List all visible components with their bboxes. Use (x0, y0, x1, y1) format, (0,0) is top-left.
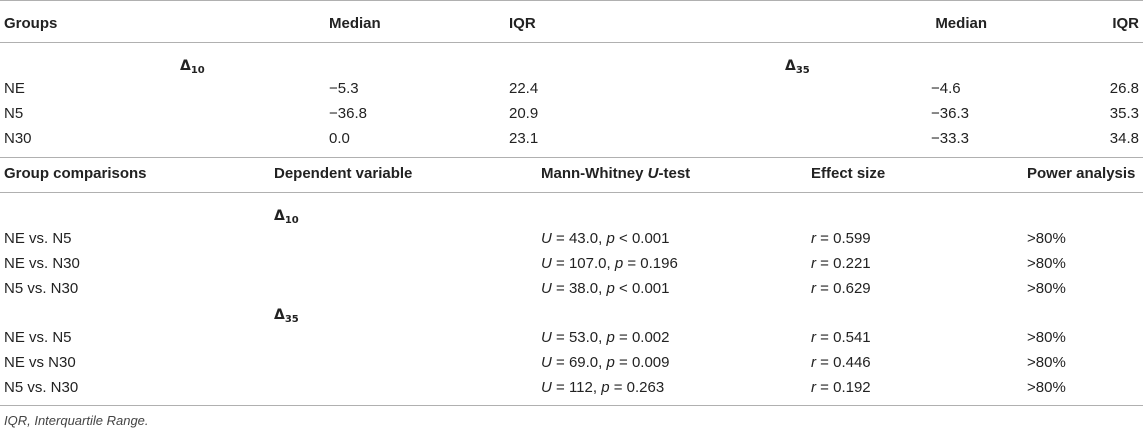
p-value: 0.001 (631, 280, 670, 297)
power-cell: >80% (1027, 230, 1066, 247)
mann-whitney-cell: U = 107.0, p = 0.196 (541, 255, 678, 272)
comparison-cell: NE vs. N30 (4, 255, 80, 272)
delta-symbol: Δ (274, 208, 285, 224)
delta-subscript: 10 (284, 215, 299, 226)
effect-size-cell: r = 0.599 (811, 230, 871, 247)
power-cell: >80% (1027, 329, 1066, 346)
mann-whitney-cell: U = 112, p = 0.263 (541, 379, 665, 396)
group-cell: NE (4, 80, 25, 97)
section-label-delta-35: Δ35 (274, 306, 299, 329)
median10-cell: −36.8 (329, 105, 367, 122)
delta-subscript: 35 (795, 65, 810, 76)
comparison-cell: N5 vs. N30 (4, 280, 79, 297)
iqr10-cell: 23.1 (509, 130, 539, 147)
iqr10-cell: 20.9 (509, 105, 539, 122)
mann-whitney-cell: U = 53.0, p = 0.002 (541, 329, 670, 346)
header-power-analysis: Power analysis (1027, 165, 1136, 182)
header-dependent-variable: Dependent variable (274, 165, 413, 182)
p-relation: < (619, 280, 628, 297)
median35-cell: −4.6 (931, 80, 961, 97)
mw-suffix: -test (658, 165, 691, 182)
mw-u: U (647, 165, 659, 182)
r-value: 0.541 (833, 329, 871, 346)
median35-cell: −33.3 (931, 130, 969, 147)
p-relation: = (619, 329, 628, 346)
median10-cell: −5.3 (329, 80, 359, 97)
footnote: IQR, Interquartile Range. (4, 413, 149, 428)
comparison-cell: NE vs N30 (4, 354, 76, 371)
delta-symbol: Δ (180, 58, 191, 74)
p-value: 0.009 (631, 354, 670, 371)
p-value: 0.196 (640, 255, 678, 272)
section-label-delta-10: Δ10 (274, 207, 299, 230)
u-value: 69.0 (568, 354, 599, 371)
header-groups: Groups (4, 15, 58, 32)
group-cell: N30 (4, 130, 32, 147)
u-value: 112 (568, 379, 593, 396)
comparison-cell: NE vs. N5 (4, 329, 72, 346)
power-cell: >80% (1027, 255, 1066, 272)
section-label-delta-10: Δ10 (180, 57, 205, 80)
delta-subscript: 35 (284, 314, 299, 325)
u-value: 53.0 (568, 329, 599, 346)
effect-size-cell: r = 0.541 (811, 329, 871, 346)
u-value: 38.0 (568, 280, 599, 297)
power-cell: >80% (1027, 379, 1066, 396)
median35-cell: −36.3 (931, 105, 969, 122)
header-iqr-35: IQR (1112, 15, 1139, 32)
effect-size-cell: r = 0.629 (811, 280, 871, 297)
mann-whitney-cell: U = 38.0, p < 0.001 (541, 280, 670, 297)
table1-header-rule (0, 42, 1143, 43)
table2-header-rule (0, 192, 1143, 193)
delta-subscript: 10 (190, 65, 205, 76)
header-median-10: Median (329, 15, 381, 32)
iqr35-cell: 35.3 (1109, 105, 1139, 122)
iqr35-cell: 34.8 (1109, 130, 1139, 147)
r-value: 0.629 (833, 280, 871, 297)
comparison-cell: NE vs. N5 (4, 230, 72, 247)
mann-whitney-cell: U = 43.0, p < 0.001 (541, 230, 670, 247)
p-relation: = (619, 354, 628, 371)
u-value: 43.0 (568, 230, 599, 247)
header-effect-size: Effect size (811, 165, 886, 182)
table2-bottom-rule (0, 405, 1143, 406)
comparison-cell: N5 vs. N30 (4, 379, 79, 396)
p-relation: = (613, 379, 623, 396)
r-value: 0.446 (833, 354, 871, 371)
effect-size-cell: r = 0.221 (811, 255, 871, 272)
r-value: 0.599 (833, 230, 871, 247)
delta-symbol: Δ (274, 307, 285, 323)
r-value: 0.192 (833, 379, 871, 396)
header-iqr-10: IQR (509, 15, 536, 32)
r-value: 0.221 (833, 255, 871, 272)
header-group-comparisons: Group comparisons (4, 165, 147, 182)
p-value: 0.002 (631, 329, 670, 346)
table1-bottom-rule (0, 157, 1143, 158)
header-median-35: Median (935, 15, 987, 32)
power-cell: >80% (1027, 280, 1066, 297)
iqr10-cell: 22.4 (509, 80, 539, 97)
mann-whitney-cell: U = 69.0, p = 0.009 (541, 354, 670, 371)
p-value: 0.263 (626, 379, 665, 396)
p-relation: < (619, 230, 628, 247)
mw-prefix: Mann-Whitney (541, 165, 648, 182)
group-cell: N5 (4, 105, 24, 122)
median10-cell: 0.0 (329, 130, 350, 147)
delta-symbol: Δ (785, 58, 796, 74)
u-value: 107.0 (568, 255, 607, 272)
p-relation: = (627, 255, 637, 272)
header-mann-whitney: Mann-Whitney U-test (541, 165, 690, 183)
effect-size-cell: r = 0.192 (811, 379, 871, 396)
iqr35-cell: 26.8 (1109, 80, 1139, 97)
section-label-delta-35: Δ35 (785, 57, 810, 80)
effect-size-cell: r = 0.446 (811, 354, 871, 371)
p-value: 0.001 (631, 230, 670, 247)
top-rule (0, 0, 1143, 1)
power-cell: >80% (1027, 354, 1066, 371)
